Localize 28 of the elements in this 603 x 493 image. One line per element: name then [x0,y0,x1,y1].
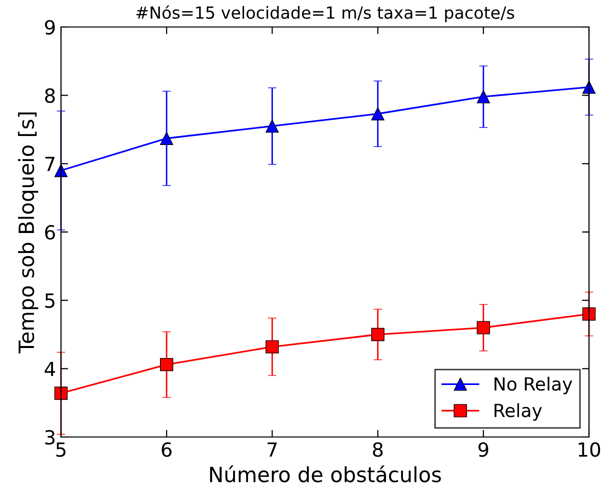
point [160,132,174,145]
x-tick-label: 5 [56,442,66,457]
x-tick-label: 9 [478,442,488,457]
x-tick-label: 7 [268,442,277,457]
y-tick-label: 9 [44,20,55,35]
x-tick-label: 10 [578,442,600,457]
y-tick-label: 3 [45,430,55,445]
legend-label: No Relay [494,376,572,394]
y-tick-label: 8 [45,88,55,103]
y-tick-label: 4 [44,362,56,376]
legend-label: Relay [494,403,542,421]
x-axis-title: Número de obstáculos [210,465,441,482]
point [371,328,384,342]
x-tick-label: 6 [162,442,172,457]
y-tick-label: 7 [45,156,54,172]
point [266,340,279,354]
y-axis-title: Tempo sob Bloqueio [s] [18,112,38,354]
chart-title: #Nós=15 velocidade=1 m/s taxa=1 pacote/s [136,5,514,22]
point [266,119,279,133]
point [476,90,490,104]
point [54,386,68,400]
y-tick-label: 5 [45,294,54,308]
y-tick-label: 6 [45,224,55,240]
point [160,358,174,372]
x-tick-label: 8 [372,442,383,457]
point [582,307,596,321]
point [371,107,384,120]
point [476,321,490,334]
